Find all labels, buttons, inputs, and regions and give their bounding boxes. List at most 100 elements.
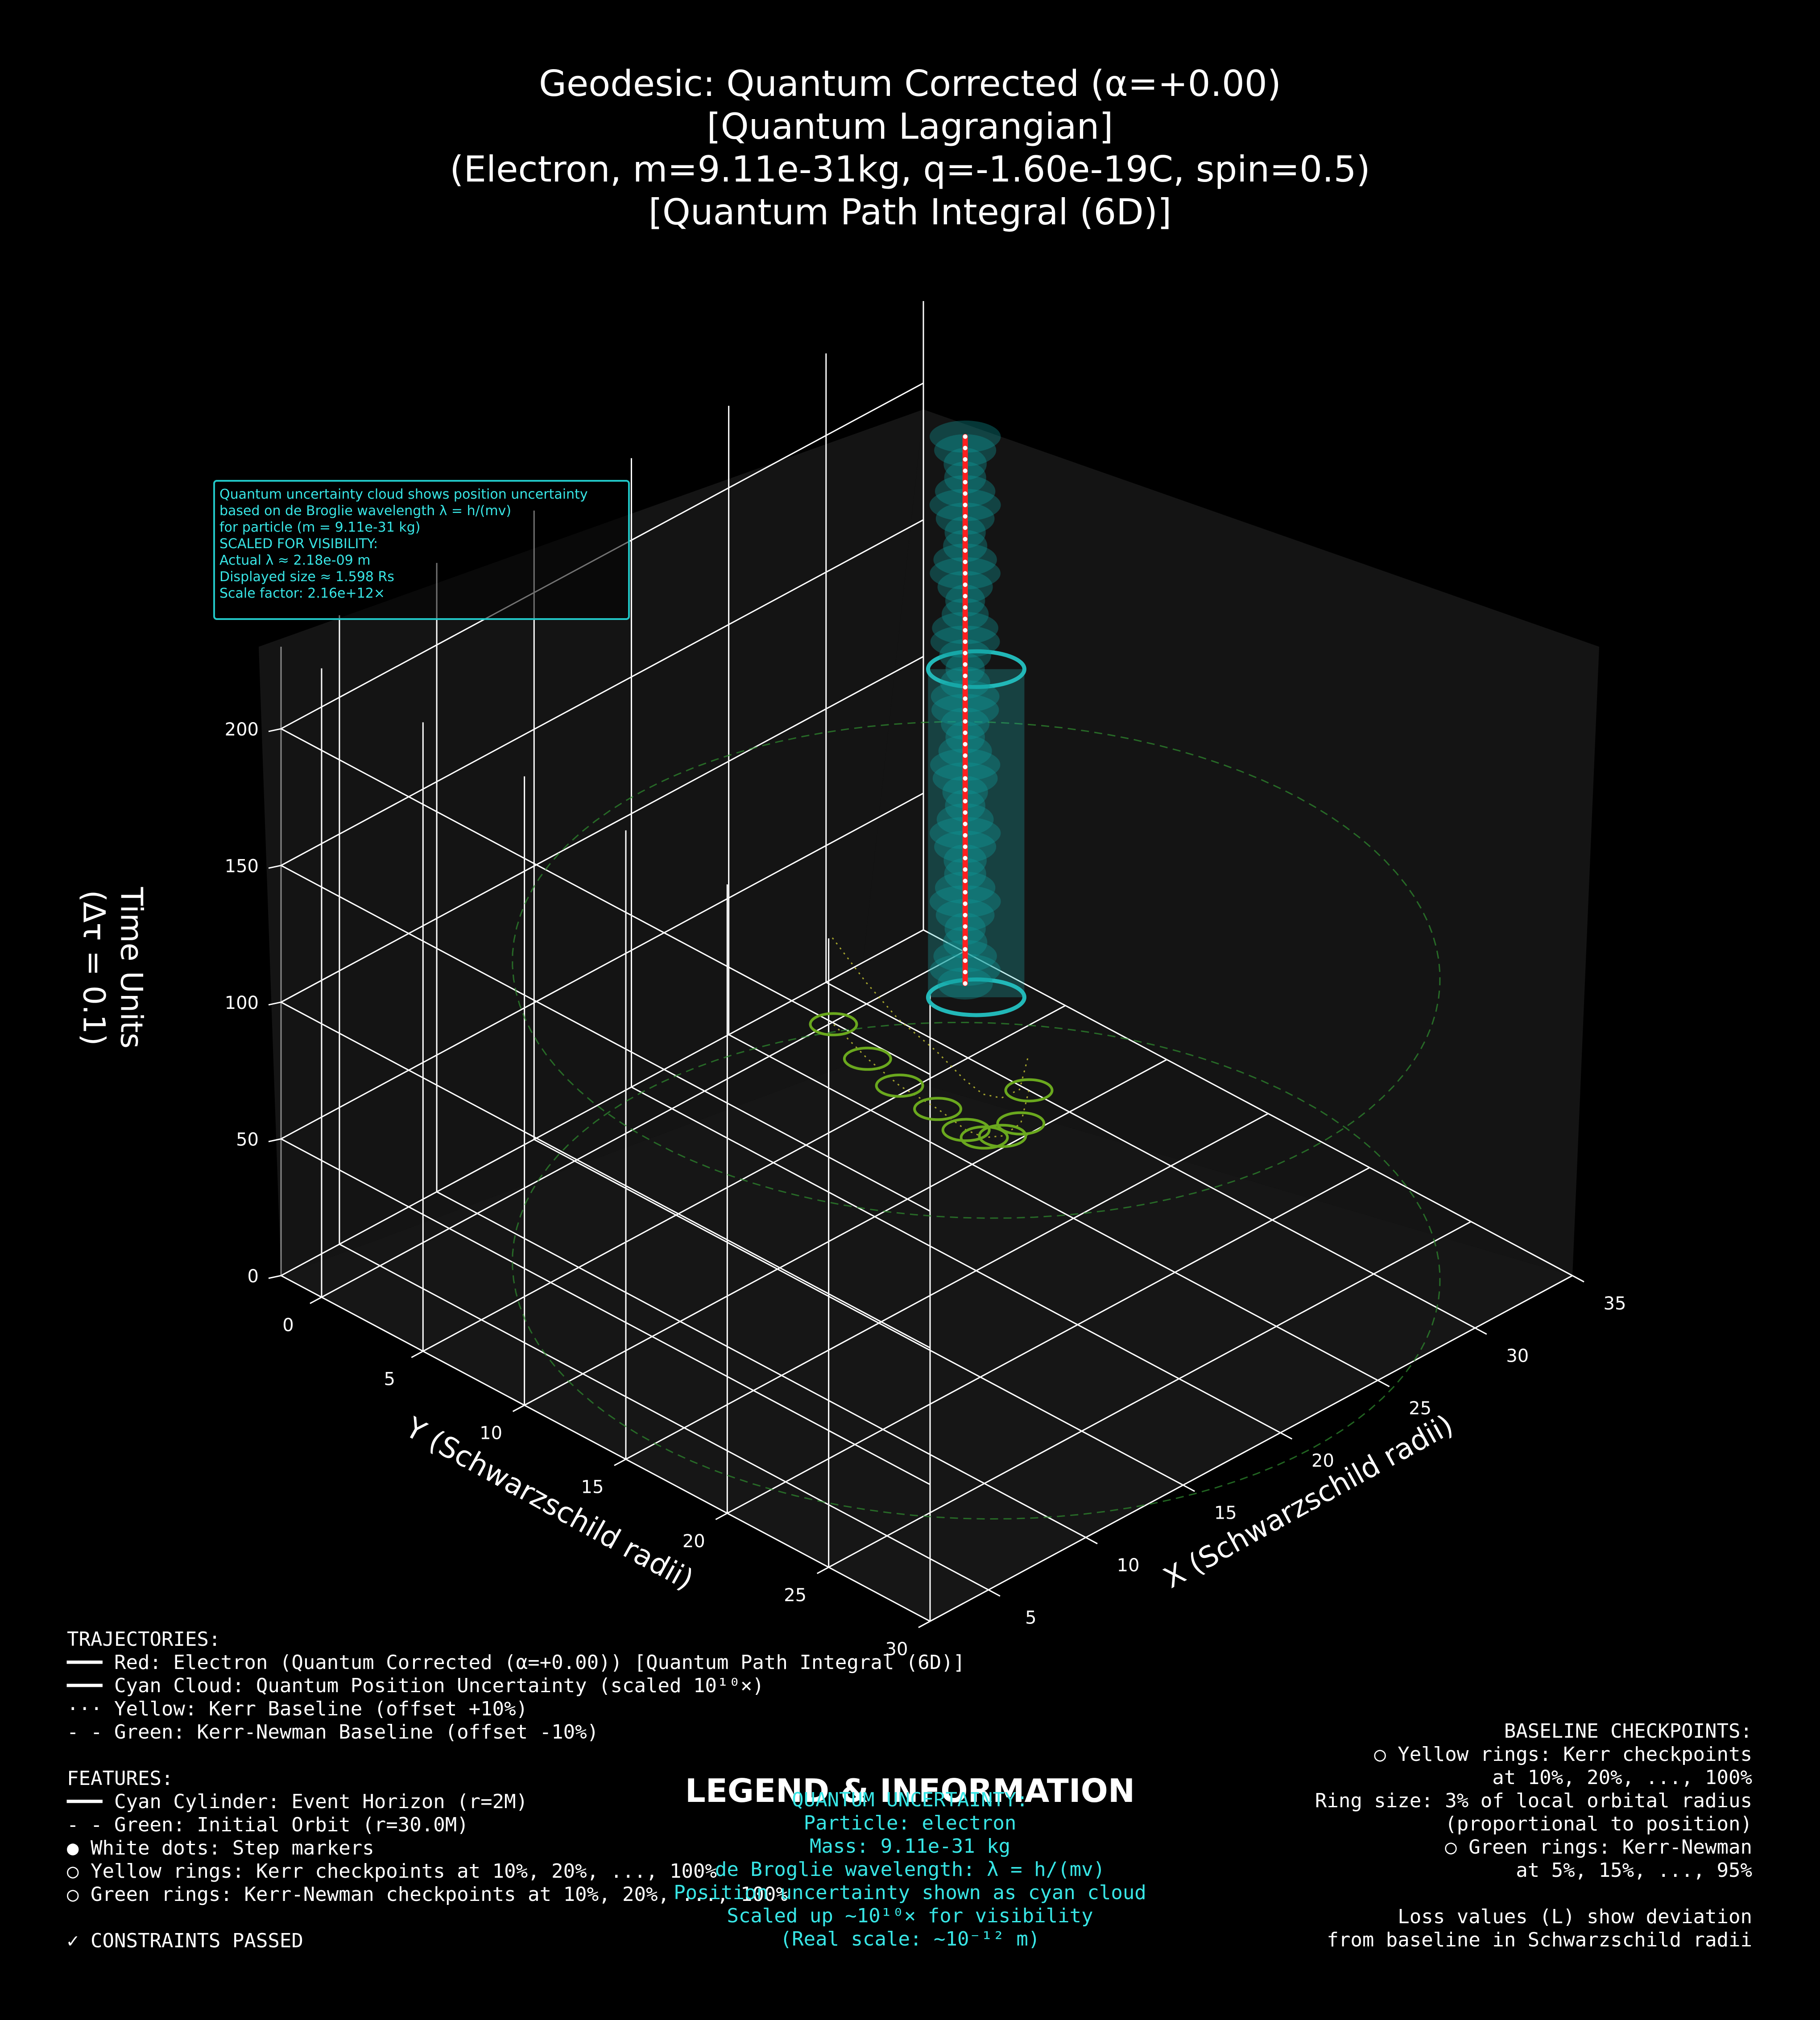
step-marker <box>963 970 968 975</box>
step-marker <box>963 468 968 473</box>
kerr-baseline-curve <box>831 937 1029 1099</box>
horizon-top-ring <box>926 649 1026 689</box>
grid-line <box>826 982 1476 1329</box>
grid-line <box>727 1167 1370 1514</box>
legend-item: ━━━ Cyan Cylinder: Event Horizon (r=2M) <box>67 1790 528 1813</box>
legend-right-line: at 5%, 15%, ..., 95% <box>1516 1859 1752 1882</box>
step-marker <box>963 901 968 906</box>
y-tick-label: 0 <box>282 1315 294 1335</box>
step-marker <box>963 753 968 758</box>
status-text: ✓ CONSTRAINTS PASSED <box>67 1929 303 1952</box>
step-marker <box>963 731 968 735</box>
grid-line <box>281 519 924 866</box>
grid-line <box>828 1221 1472 1568</box>
info-line: Displayed size ≈ 1.598 Rs <box>219 569 394 585</box>
step-marker <box>963 548 968 553</box>
legend-right-line: BASELINE CHECKPOINTS: <box>1504 1720 1752 1743</box>
legend-right-line: ○ Yellow rings: Kerr checkpoints <box>1374 1743 1752 1766</box>
checkpoint-ring <box>960 1125 1009 1150</box>
grid-line <box>534 1139 1183 1486</box>
y-tick-label: 10 <box>480 1423 502 1444</box>
step-marker <box>963 491 968 496</box>
z-tick-mark <box>268 1138 281 1142</box>
step-marker <box>963 537 968 541</box>
step-marker <box>963 810 968 815</box>
step-marker <box>963 913 968 917</box>
step-marker <box>963 651 968 656</box>
x-tick-mark <box>1280 1432 1293 1440</box>
legend-right: BASELINE CHECKPOINTS: ○ Yellow rings: Ke… <box>1315 1720 1752 1952</box>
z-tick-label: 100 <box>225 993 259 1013</box>
step-marker <box>963 514 968 519</box>
y-tick-label: 5 <box>384 1369 395 1390</box>
spacer <box>1315 1882 1752 1905</box>
y-tick-mark <box>512 1404 525 1412</box>
step-marker <box>963 696 968 701</box>
legend-item: - - Green: Kerr-Newman Baseline (offset … <box>67 1721 599 1743</box>
step-marker <box>963 924 968 929</box>
info-line: Actual λ ≈ 2.18e-09 m <box>219 553 371 568</box>
quantum-info-box: Quantum uncertainty cloud shows position… <box>213 480 630 620</box>
step-marker <box>963 856 968 861</box>
legend-item: ━━━ Red: Electron (Quantum Corrected (α=… <box>67 1651 965 1674</box>
quantum-line: Mass: 9.11e-31 kg <box>809 1835 1011 1858</box>
electron-trajectory <box>962 434 968 986</box>
quantum-line: QUANTUM UNCERTAINTY: <box>792 1789 1028 1811</box>
x-tick-label: 35 <box>1604 1293 1626 1314</box>
grid-line <box>923 929 1573 1276</box>
legend-item: - - Green: Initial Orbit (r=30.0M) <box>67 1813 469 1836</box>
y-tick-label: 15 <box>581 1477 604 1498</box>
initial-orbit-ring <box>512 721 1441 1219</box>
info-line: based on de Broglie wavelength λ = h/(mv… <box>219 503 512 519</box>
checkpoint-ring <box>875 1074 924 1098</box>
legend-right-line: from baseline in Schwarzschild radii <box>1327 1929 1752 1951</box>
grid-line <box>281 1275 931 1622</box>
step-marker <box>963 958 968 963</box>
x-tick-mark <box>988 1589 1001 1597</box>
legend-item: ━━━ Cyan Cloud: Quantum Position Uncerta… <box>67 1674 764 1697</box>
z-axis-label: Time Units <box>113 887 149 1049</box>
step-marker <box>963 446 968 450</box>
step-marker <box>963 685 968 690</box>
title-line-3: (Electron, m=9.11e-31kg, q=-1.60e-19C, s… <box>450 149 1370 190</box>
step-marker <box>963 673 968 678</box>
axis-ticks: 5 10 15 20 25 30 35 0 5 10 15 20 25 30 0 50 100 150 200 <box>225 719 1626 1660</box>
grid-line <box>281 793 924 1140</box>
x-tick-label: 10 <box>1117 1555 1140 1576</box>
grid-line <box>321 951 964 1298</box>
initial-orbit-ring <box>512 1021 1441 1520</box>
step-marker <box>963 480 968 485</box>
x-tick-label: 25 <box>1409 1398 1431 1419</box>
y-tick-mark <box>310 1297 322 1304</box>
checkpoint-ring <box>913 1097 963 1121</box>
step-marker <box>963 571 968 576</box>
step-marker <box>963 707 968 712</box>
grid-line <box>281 929 924 1276</box>
z-tick-mark <box>268 1001 281 1006</box>
chart-title: Geodesic: Quantum Corrected (α=+0.00) [Q… <box>0 62 1820 234</box>
step-marker <box>963 764 968 769</box>
y-tick-mark <box>715 1512 728 1520</box>
step-marker <box>963 867 968 872</box>
y-tick-mark <box>918 1620 931 1628</box>
checkpoint-ring <box>941 1118 991 1142</box>
pane-back-left <box>259 409 923 1276</box>
grid-line <box>436 1191 1086 1538</box>
quantum-line: Scaled up ~10¹⁰× for visibility <box>727 1904 1093 1927</box>
checkpoint-ring <box>809 1012 858 1037</box>
grid-line <box>281 728 931 1075</box>
grid-line <box>728 1034 1378 1381</box>
legend-left: TRAJECTORIES: ━━━ Red: Electron (Quantum… <box>67 1628 965 1953</box>
step-marker <box>963 844 968 849</box>
grid-line <box>281 865 931 1212</box>
y-tick-label: 30 <box>885 1639 908 1660</box>
x-tick-label: 15 <box>1214 1503 1237 1524</box>
checkpoint-ring <box>1004 1078 1054 1103</box>
x-tick-label: 30 <box>1506 1346 1529 1366</box>
step-marker <box>963 457 968 462</box>
y-tick-mark <box>614 1458 626 1466</box>
grid-line <box>422 1005 1066 1352</box>
quantum-line: de Broglie wavelength: λ = h/(mv) <box>715 1858 1105 1881</box>
y-tick-label: 20 <box>682 1531 705 1552</box>
